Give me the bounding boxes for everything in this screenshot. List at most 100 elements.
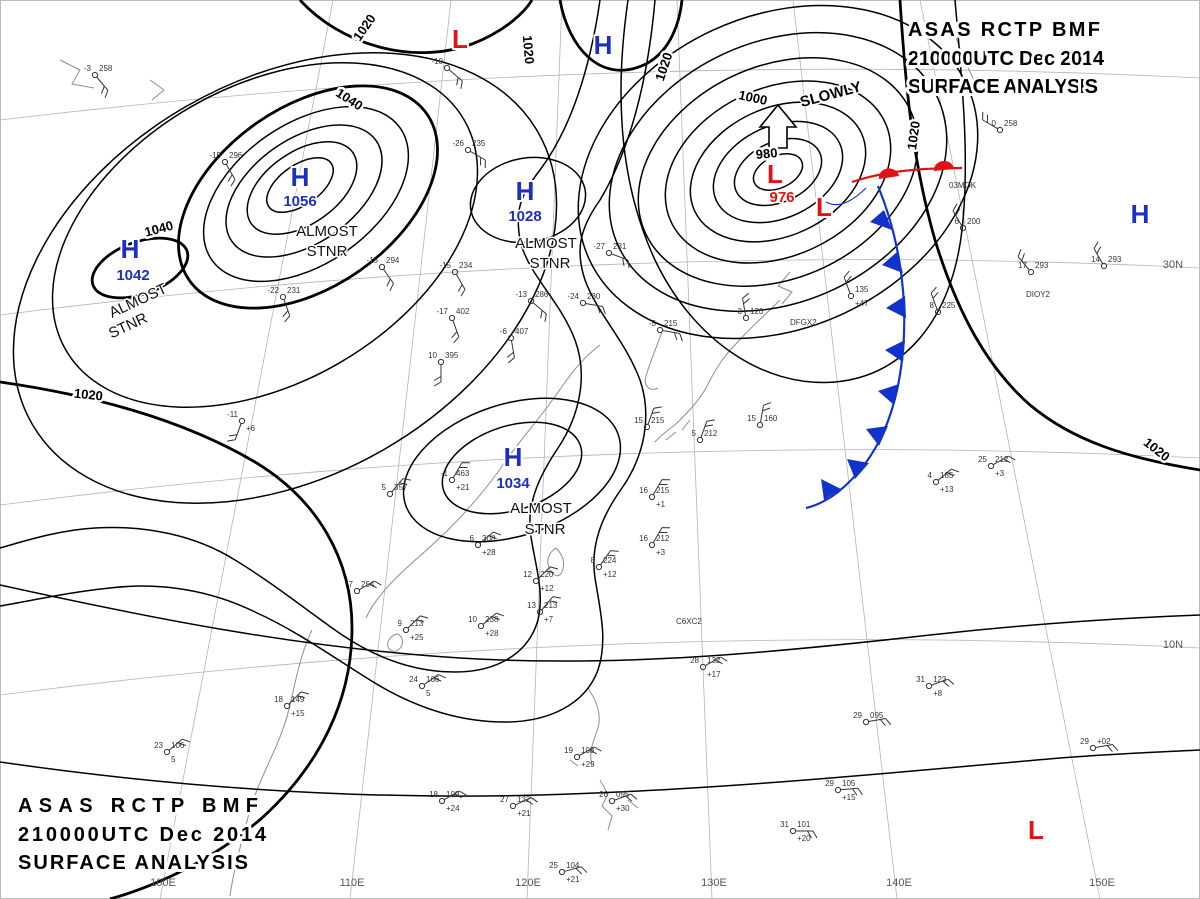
station-temp: 23 bbox=[154, 741, 163, 750]
wind-barb-icon bbox=[937, 468, 960, 481]
wind-barb-icon bbox=[537, 566, 559, 580]
station-tendency: +15 bbox=[842, 793, 856, 802]
station-tendency: +25 bbox=[410, 633, 424, 642]
chart-title-line: ASAS RCTP BMF bbox=[908, 19, 1100, 41]
station-pressure: 095 bbox=[870, 711, 884, 720]
station-temp: 13 bbox=[527, 601, 536, 610]
station-pressure: 294 bbox=[386, 256, 400, 265]
cold-front-symbol bbox=[821, 479, 841, 500]
warm-front-symbol bbox=[933, 160, 954, 171]
station-plot: 8 225 bbox=[930, 286, 956, 316]
station-circle-icon bbox=[573, 753, 581, 761]
wind-barb-icon bbox=[479, 531, 502, 544]
station-circle-icon bbox=[477, 622, 485, 630]
station-tendency: 5 bbox=[426, 689, 431, 698]
station-plot: 5 212 bbox=[692, 419, 718, 444]
low-center-value: 976 bbox=[769, 189, 794, 206]
isobar-line bbox=[0, 0, 601, 673]
station-pressure: 293 bbox=[1035, 261, 1049, 270]
station-pressure: 123 bbox=[933, 675, 947, 684]
isobar-line bbox=[402, 397, 622, 543]
station-tendency: +28 bbox=[482, 548, 496, 557]
station-pressure: 296 bbox=[229, 151, 243, 160]
station-circle-icon bbox=[91, 71, 99, 79]
isobar-label: 980 bbox=[755, 145, 778, 162]
station-circle-icon bbox=[283, 702, 291, 710]
station-plot: 16 212 +3 bbox=[639, 527, 671, 557]
station-pressure: 258 bbox=[99, 64, 113, 73]
station-temp: 15 bbox=[634, 416, 643, 425]
station-temp: 25 bbox=[549, 861, 558, 870]
station-temp: 24 bbox=[409, 675, 418, 684]
station-temp: 0 bbox=[992, 119, 997, 128]
wind-barb-icon bbox=[288, 691, 310, 705]
station-plot: -24 230 bbox=[567, 292, 606, 315]
grid-labels: 30N 10N 100E 110E 120E 130E 140E 150E bbox=[150, 259, 1183, 889]
wind-barb-icon bbox=[423, 674, 446, 685]
station-pressure: 103 bbox=[581, 746, 595, 755]
station-pressure: 238 bbox=[485, 615, 499, 624]
station-pressure: 105 bbox=[842, 779, 856, 788]
wind-barb-icon bbox=[451, 320, 460, 344]
wind-barb-icon bbox=[993, 455, 1016, 466]
wind-barb-icon bbox=[168, 738, 191, 751]
station-circle-icon bbox=[386, 490, 394, 498]
station-circle-icon bbox=[464, 146, 472, 154]
center-note: ALMOST bbox=[510, 500, 572, 517]
wind-barb-icon bbox=[647, 406, 662, 425]
station-temp: 31 bbox=[780, 820, 789, 829]
station-plot: -15 234 bbox=[439, 261, 473, 297]
wind-barb-icon bbox=[579, 746, 602, 757]
station-pressure: 225 bbox=[942, 301, 956, 310]
station-pressure: 224 bbox=[603, 556, 617, 565]
station-circle-icon bbox=[163, 748, 171, 756]
wind-barb-icon bbox=[1093, 241, 1104, 264]
isobar-line-1020 bbox=[898, 0, 1200, 472]
station-circle-icon bbox=[1089, 744, 1097, 752]
station-circle-icon bbox=[509, 802, 517, 810]
movement-arrow-icon bbox=[758, 103, 798, 149]
station-circle-icon bbox=[507, 334, 515, 342]
wind-barb-icon bbox=[383, 268, 394, 291]
station-tendency: +6 bbox=[246, 424, 256, 433]
station-temp: 26 bbox=[599, 790, 608, 799]
station-plot: 25 104 +21 bbox=[549, 861, 588, 884]
low-center-letter: L bbox=[767, 159, 783, 189]
station-pressure: 213 bbox=[410, 619, 424, 628]
station-plot: 3 120 bbox=[738, 292, 764, 322]
station-plot: 12 220 +12 bbox=[523, 566, 559, 593]
station-circle-icon bbox=[696, 436, 704, 444]
station-plot: -17 402 bbox=[436, 307, 470, 344]
station-tendency: +12 bbox=[540, 584, 554, 593]
wind-barb-icon bbox=[227, 423, 242, 442]
center-note: STNR bbox=[307, 243, 348, 260]
center-note: ALMOST bbox=[515, 235, 577, 252]
wind-barb-icon bbox=[614, 793, 638, 802]
wind-barb-icon bbox=[96, 76, 109, 99]
fronts bbox=[758, 103, 963, 510]
center-note: STNR bbox=[525, 521, 566, 538]
station-plot: 28 132 +17 bbox=[690, 656, 728, 679]
isobar-label: 1020 bbox=[520, 35, 537, 65]
station-circle-icon bbox=[934, 308, 942, 316]
isobar-line-1020 bbox=[0, 380, 354, 899]
isobar-line-1020 bbox=[558, 0, 684, 72]
station-circle-icon bbox=[847, 292, 855, 300]
station-temp: 29 bbox=[1080, 737, 1089, 746]
wind-barb-icon bbox=[564, 866, 588, 875]
station-plot: 9 213 +25 bbox=[398, 615, 429, 642]
isobar-line-1040 bbox=[90, 236, 190, 300]
isobar-line-1020 bbox=[298, 0, 534, 55]
station-plot: -26 235 bbox=[452, 139, 486, 169]
cold-front-symbol bbox=[866, 426, 888, 446]
station-temp: 7 bbox=[349, 580, 354, 589]
station-pressure: 166 bbox=[426, 675, 440, 684]
station-pressure: 101 bbox=[797, 820, 811, 829]
station-pressure: 149 bbox=[291, 695, 305, 704]
station-circle-icon bbox=[536, 608, 544, 616]
occluded-front-segment bbox=[825, 187, 867, 206]
station-plot: -3 258 bbox=[84, 64, 113, 99]
station-pressure: 258 bbox=[1004, 119, 1018, 128]
